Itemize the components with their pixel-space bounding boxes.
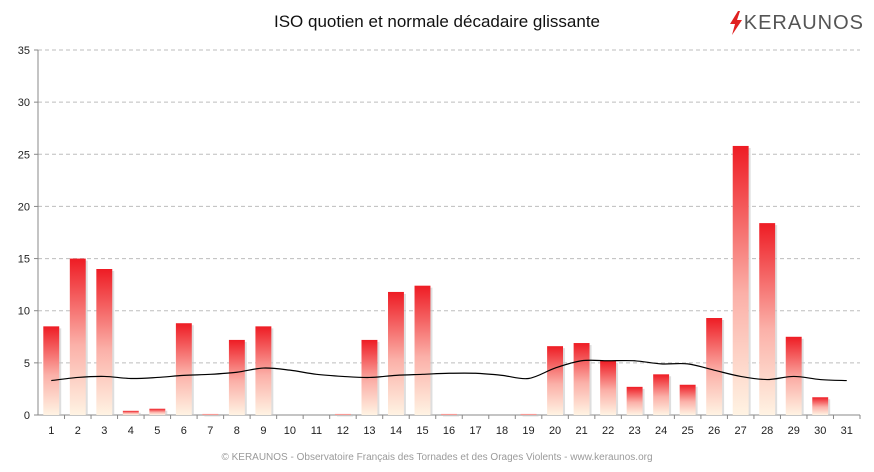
x-tick-label: 19	[522, 425, 534, 437]
bar-shadow	[204, 415, 221, 417]
x-tick-label: 30	[814, 425, 826, 437]
x-tick-label: 6	[181, 425, 187, 437]
keraunos-logo: KERAUNOS	[728, 10, 864, 36]
bar-day-26	[706, 318, 723, 415]
x-tick-label: 10	[284, 425, 296, 437]
bar-day-30	[812, 397, 829, 415]
bar-day-24	[653, 374, 670, 415]
bar-day-7	[202, 413, 219, 415]
x-tick-label: 29	[788, 425, 800, 437]
x-tick-label: 8	[234, 425, 240, 437]
bar-day-5	[149, 408, 166, 415]
bar-day-23	[626, 386, 643, 415]
x-tick-label: 20	[549, 425, 561, 437]
bar-shadow	[522, 415, 539, 417]
bar-day-6	[175, 323, 192, 415]
x-tick-label: 7	[207, 425, 213, 437]
bar-day-8	[228, 339, 245, 415]
y-tick-label: 20	[18, 201, 30, 213]
x-tick-label: 28	[761, 425, 773, 437]
bar-day-16	[441, 413, 457, 415]
lightning-icon	[729, 11, 742, 35]
x-tick-label: 13	[363, 425, 375, 437]
x-tick-label: 21	[575, 425, 587, 437]
x-tick-label: 17	[469, 425, 481, 437]
x-tick-label: 26	[708, 425, 720, 437]
x-tick-label: 3	[101, 425, 107, 437]
x-tick-label: 27	[735, 425, 747, 437]
bar-day-21	[573, 343, 590, 415]
x-tick-label: 9	[260, 425, 266, 437]
bar-day-25	[679, 384, 696, 415]
bar-day-27	[732, 145, 749, 415]
y-tick-label: 30	[18, 97, 30, 109]
bar-day-28	[759, 223, 776, 415]
bar-day-9	[255, 326, 272, 415]
bar-day-15	[414, 285, 431, 415]
normal-line-series	[51, 359, 847, 382]
gridlines	[38, 49, 860, 364]
logo-text: KERAUNOS	[743, 11, 864, 34]
x-tick-label: 24	[655, 425, 667, 437]
bar-shadow	[443, 415, 459, 417]
x-tick-label: 16	[443, 425, 455, 437]
x-tick-label: 23	[628, 425, 640, 437]
x-tick-label: 11	[311, 425, 322, 437]
x-tick-label: 1	[48, 425, 54, 437]
y-tick-label: 25	[18, 149, 30, 161]
normal-line	[51, 359, 847, 382]
bar-day-14	[388, 291, 404, 415]
bar-day-20	[547, 346, 564, 415]
bar-day-4	[122, 410, 139, 415]
y-tick-label: 35	[18, 45, 30, 57]
bar-day-12	[334, 413, 351, 415]
y-tick-label: 15	[18, 254, 30, 266]
bar-series	[43, 145, 831, 417]
bar-day-19	[520, 413, 537, 415]
footer-credit: © KERAUNOS - Observatoire Français des T…	[221, 452, 653, 463]
bar-day-2	[69, 258, 86, 415]
bar-day-3	[96, 269, 113, 415]
x-tick-label: 31	[841, 425, 853, 437]
x-tick-label: 4	[128, 425, 134, 437]
chart-title: ISO quotien et normale décadaire glissan…	[273, 12, 601, 31]
y-tick-label: 10	[18, 306, 30, 318]
y-tick-label: 0	[24, 410, 30, 422]
x-tick-label: 5	[154, 425, 160, 437]
x-tick-label: 2	[75, 425, 81, 437]
x-tick-label: 18	[496, 425, 508, 437]
x-tick-label: 14	[390, 425, 402, 437]
x-tick-label: 12	[337, 425, 349, 437]
x-tick-label: 15	[416, 425, 428, 437]
bar-day-1	[43, 326, 60, 415]
x-tick-label: 25	[682, 425, 694, 437]
y-tick-label: 5	[24, 358, 30, 370]
x-tick-label: 22	[602, 425, 614, 437]
bar-day-22	[600, 360, 617, 415]
bar-shadow	[336, 415, 353, 417]
